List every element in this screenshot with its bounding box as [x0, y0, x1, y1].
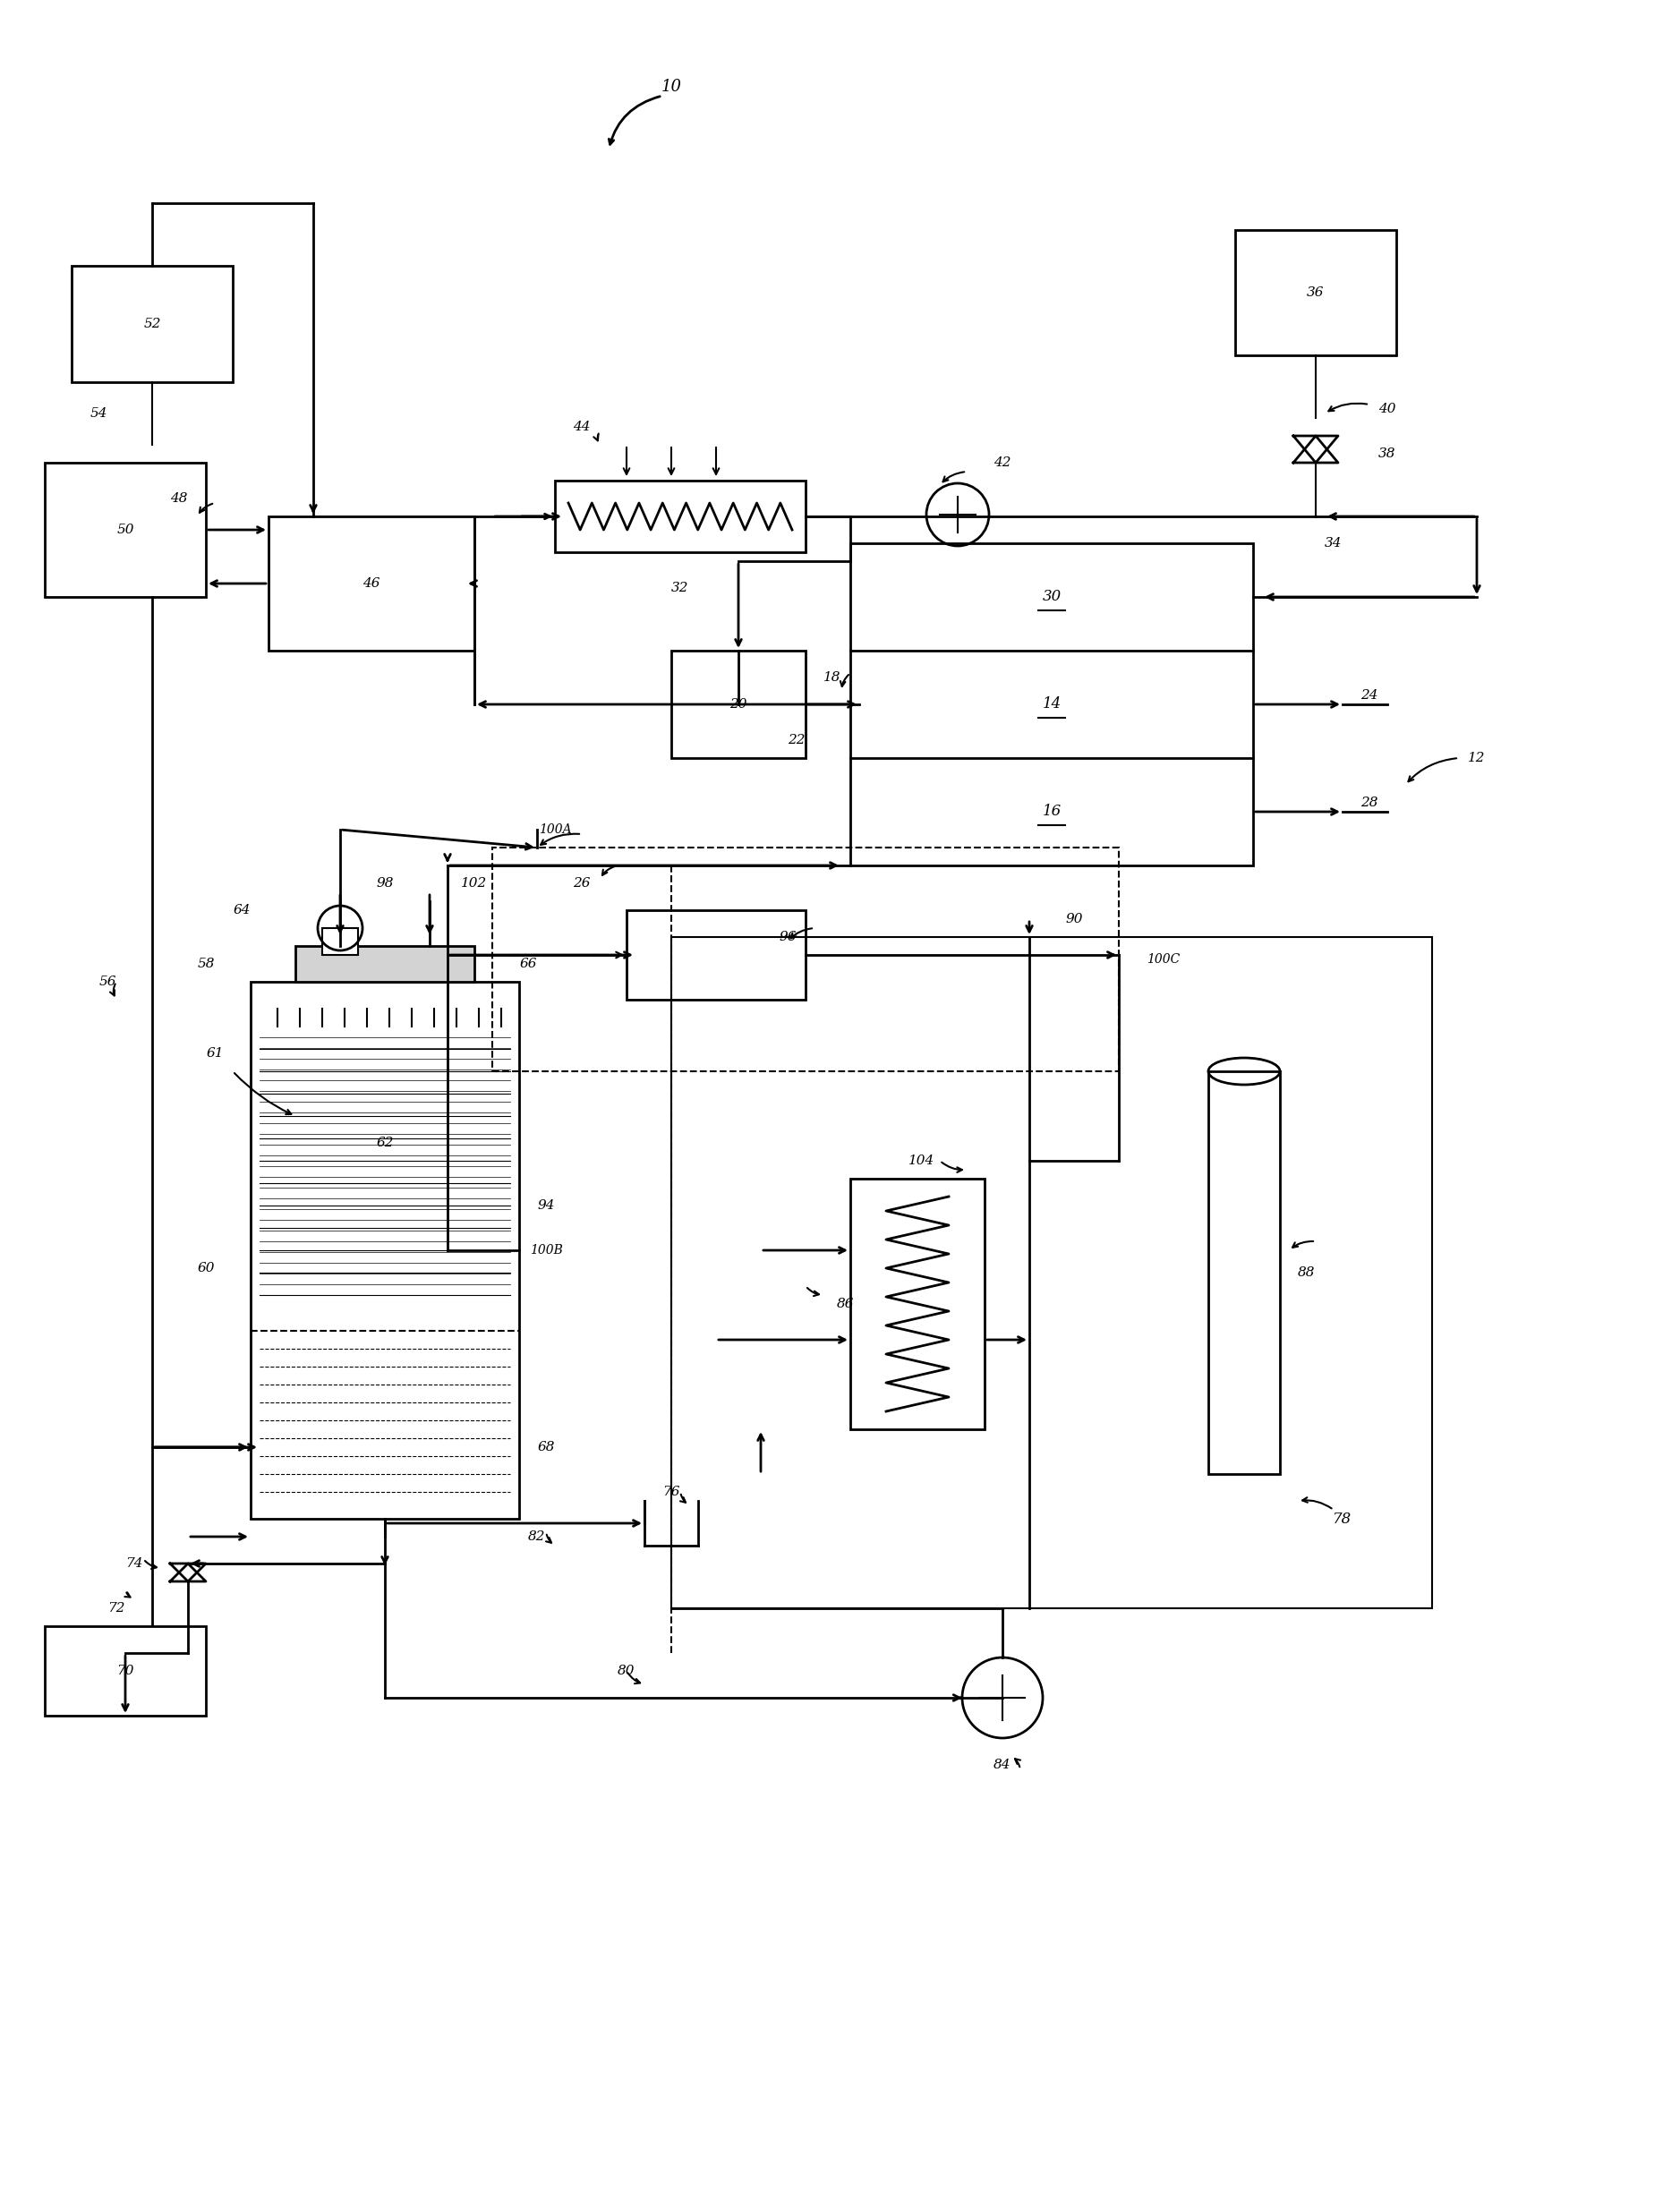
Text: 50: 50: [116, 523, 134, 537]
Text: 74: 74: [126, 1557, 143, 1570]
Text: 94: 94: [538, 1200, 554, 1211]
Text: 100A: 100A: [539, 823, 571, 837]
Text: 10: 10: [660, 79, 682, 94]
Text: 18: 18: [823, 670, 842, 683]
Bar: [72, 265, 234, 381]
Bar: [1235, 230, 1396, 355]
Text: 56: 56: [99, 975, 116, 988]
Text: 32: 32: [672, 583, 689, 593]
Bar: [850, 1178, 984, 1430]
Text: 46: 46: [363, 578, 380, 589]
Text: 80: 80: [618, 1664, 635, 1678]
Text: 42: 42: [995, 456, 1011, 469]
Text: 70: 70: [116, 1664, 134, 1678]
Text: 86: 86: [837, 1299, 855, 1310]
Bar: [850, 543, 1253, 865]
Text: 60: 60: [197, 1261, 215, 1275]
Text: 58: 58: [197, 957, 215, 970]
Text: 102: 102: [462, 876, 487, 889]
Bar: [296, 946, 474, 981]
Bar: [627, 911, 805, 999]
Text: 76: 76: [662, 1485, 680, 1498]
Bar: [45, 1627, 207, 1715]
Bar: [492, 848, 1119, 1071]
Text: 96: 96: [780, 931, 796, 944]
Text: 22: 22: [788, 734, 805, 747]
Text: 26: 26: [573, 876, 590, 889]
Text: 90: 90: [1065, 913, 1084, 926]
Text: 14: 14: [1042, 696, 1062, 712]
Text: 34: 34: [1326, 537, 1342, 550]
Bar: [323, 929, 358, 955]
Text: 54: 54: [89, 407, 108, 420]
Text: 66: 66: [519, 957, 538, 970]
Bar: [269, 517, 474, 650]
Bar: [554, 480, 805, 552]
Text: 38: 38: [1379, 447, 1396, 460]
Bar: [672, 650, 805, 758]
Text: 16: 16: [1042, 804, 1062, 819]
Text: 78: 78: [1332, 1511, 1352, 1526]
Text: 36: 36: [1307, 287, 1324, 298]
Bar: [45, 462, 207, 598]
Bar: [250, 981, 519, 1520]
Text: 20: 20: [729, 699, 748, 710]
Text: 88: 88: [1299, 1266, 1315, 1279]
Text: 12: 12: [1468, 751, 1485, 764]
Text: 100B: 100B: [529, 1244, 563, 1257]
Text: 64: 64: [234, 904, 250, 915]
Text: 28: 28: [1361, 797, 1378, 808]
Text: 82: 82: [528, 1531, 546, 1544]
Text: 100C: 100C: [1147, 953, 1181, 966]
Text: 52: 52: [143, 318, 161, 331]
Text: 30: 30: [1042, 589, 1062, 604]
Text: 68: 68: [538, 1441, 554, 1454]
Text: 40: 40: [1379, 403, 1396, 416]
Text: 61: 61: [207, 1047, 223, 1060]
Text: 72: 72: [108, 1603, 124, 1614]
Text: 98: 98: [376, 876, 393, 889]
Text: 104: 104: [909, 1154, 936, 1167]
Text: 48: 48: [170, 493, 188, 504]
Text: 44: 44: [573, 420, 590, 434]
Text: 84: 84: [995, 1759, 1011, 1772]
Bar: [1208, 1071, 1280, 1474]
Text: 62: 62: [376, 1137, 393, 1150]
Bar: [672, 937, 1431, 1607]
Text: 24: 24: [1361, 690, 1378, 701]
